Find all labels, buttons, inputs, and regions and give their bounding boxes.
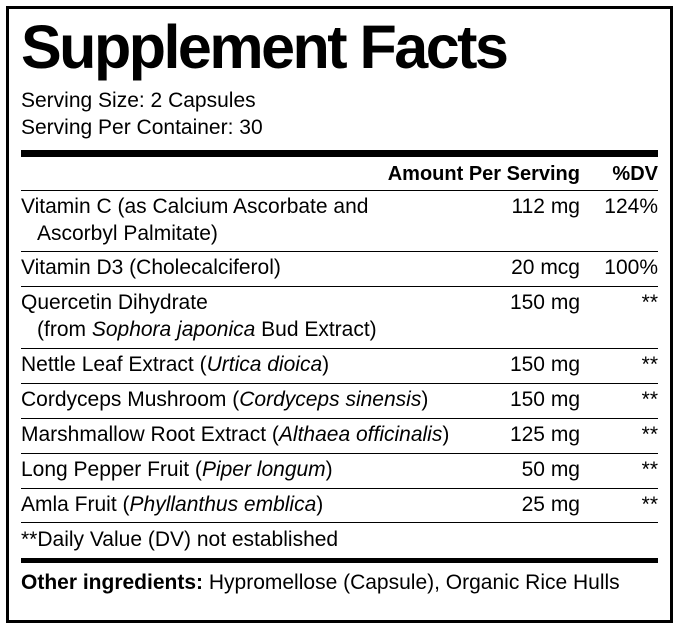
nutrient-name: Vitamin D3 (Cholecalciferol) xyxy=(21,256,281,280)
nutrient-amount: 112 mg xyxy=(511,194,581,218)
nutrient-amount: 150 mg xyxy=(509,387,580,411)
nutrient-name: Vitamin C (as Calcium Ascorbate and Ascor… xyxy=(21,194,369,245)
supplement-facts-panel: Supplement Facts Serving Size: 2 Capsule… xyxy=(6,6,673,623)
nutrient-rows: Vitamin C (as Calcium Ascorbate and Ascor… xyxy=(21,191,658,524)
divider-thick-bottom xyxy=(21,558,658,564)
table-row: Quercetin Dihydrate (from Sophora japonic… xyxy=(21,287,658,350)
nutrient-amount: 125 mg xyxy=(509,422,580,446)
nutrient-amount: 150 mg xyxy=(509,353,580,377)
nutrient-dv: ** xyxy=(641,492,658,516)
serving-size: Serving Size: 2 Capsules xyxy=(21,89,256,113)
column-headers: Amount Per Serving %DV xyxy=(21,157,658,191)
nutrient-dv: 124% xyxy=(604,194,658,218)
nutrient-dv: ** xyxy=(641,422,658,446)
page-title: Supplement Facts xyxy=(21,13,509,81)
nutrient-amount: 25 mg xyxy=(521,492,580,516)
nutrient-name: Nettle Leaf Extract (Urtica dioica) xyxy=(21,353,330,377)
nutrient-dv: ** xyxy=(641,353,658,377)
table-row: Vitamin C (as Calcium Ascorbate and Ascor… xyxy=(21,191,658,253)
other-ingredients-label: Other ingredients: xyxy=(21,571,204,595)
daily-value-footnote: **Daily Value (DV) not established xyxy=(21,528,339,552)
divider-thick-top xyxy=(21,149,658,157)
nutrient-name: Long Pepper Fruit (Piper longum) xyxy=(21,457,333,481)
nutrient-dv: ** xyxy=(641,291,658,315)
nutrient-dv: ** xyxy=(641,387,658,411)
table-row: Amla Fruit (Phyllanthus emblica) 25 mg ** xyxy=(21,489,658,524)
nutrient-amount: 150 mg xyxy=(509,291,580,315)
serving-per-container: Serving Per Container: 30 xyxy=(21,116,263,140)
table-row: Vitamin D3 (Cholecalciferol) 20 mcg 100% xyxy=(21,252,658,288)
nutrient-name: Amla Fruit (Phyllanthus emblica) xyxy=(21,492,324,516)
other-ingredients: Other ingredients: Hypromellose (Capsule… xyxy=(21,563,658,595)
nutrient-name: Quercetin Dihydrate (from Sophora japonic… xyxy=(21,291,377,342)
table-row: Long Pepper Fruit (Piper longum) 50 mg ** xyxy=(21,454,658,489)
nutrient-amount: 20 mcg xyxy=(511,256,580,280)
other-ingredients-text: Hypromellose (Capsule), Organic Rice Hul… xyxy=(203,571,620,595)
nutrient-dv: 100% xyxy=(604,256,658,280)
nutrient-name: Marshmallow Root Extract (Althaea offici… xyxy=(21,422,450,446)
nutrient-name: Cordyceps Mushroom (Cordyceps sinensis) xyxy=(21,387,429,411)
percent-dv-header: %DV xyxy=(612,162,658,185)
nutrient-dv: ** xyxy=(641,457,658,481)
table-row: Nettle Leaf Extract (Urtica dioica) 150 m… xyxy=(21,349,658,384)
amount-per-serving-header: Amount Per Serving xyxy=(387,162,580,185)
table-row: Marshmallow Root Extract (Althaea offici… xyxy=(21,419,658,454)
nutrient-amount: 50 mg xyxy=(521,457,580,481)
table-row: Cordyceps Mushroom (Cordyceps sinensis) 1… xyxy=(21,384,658,419)
